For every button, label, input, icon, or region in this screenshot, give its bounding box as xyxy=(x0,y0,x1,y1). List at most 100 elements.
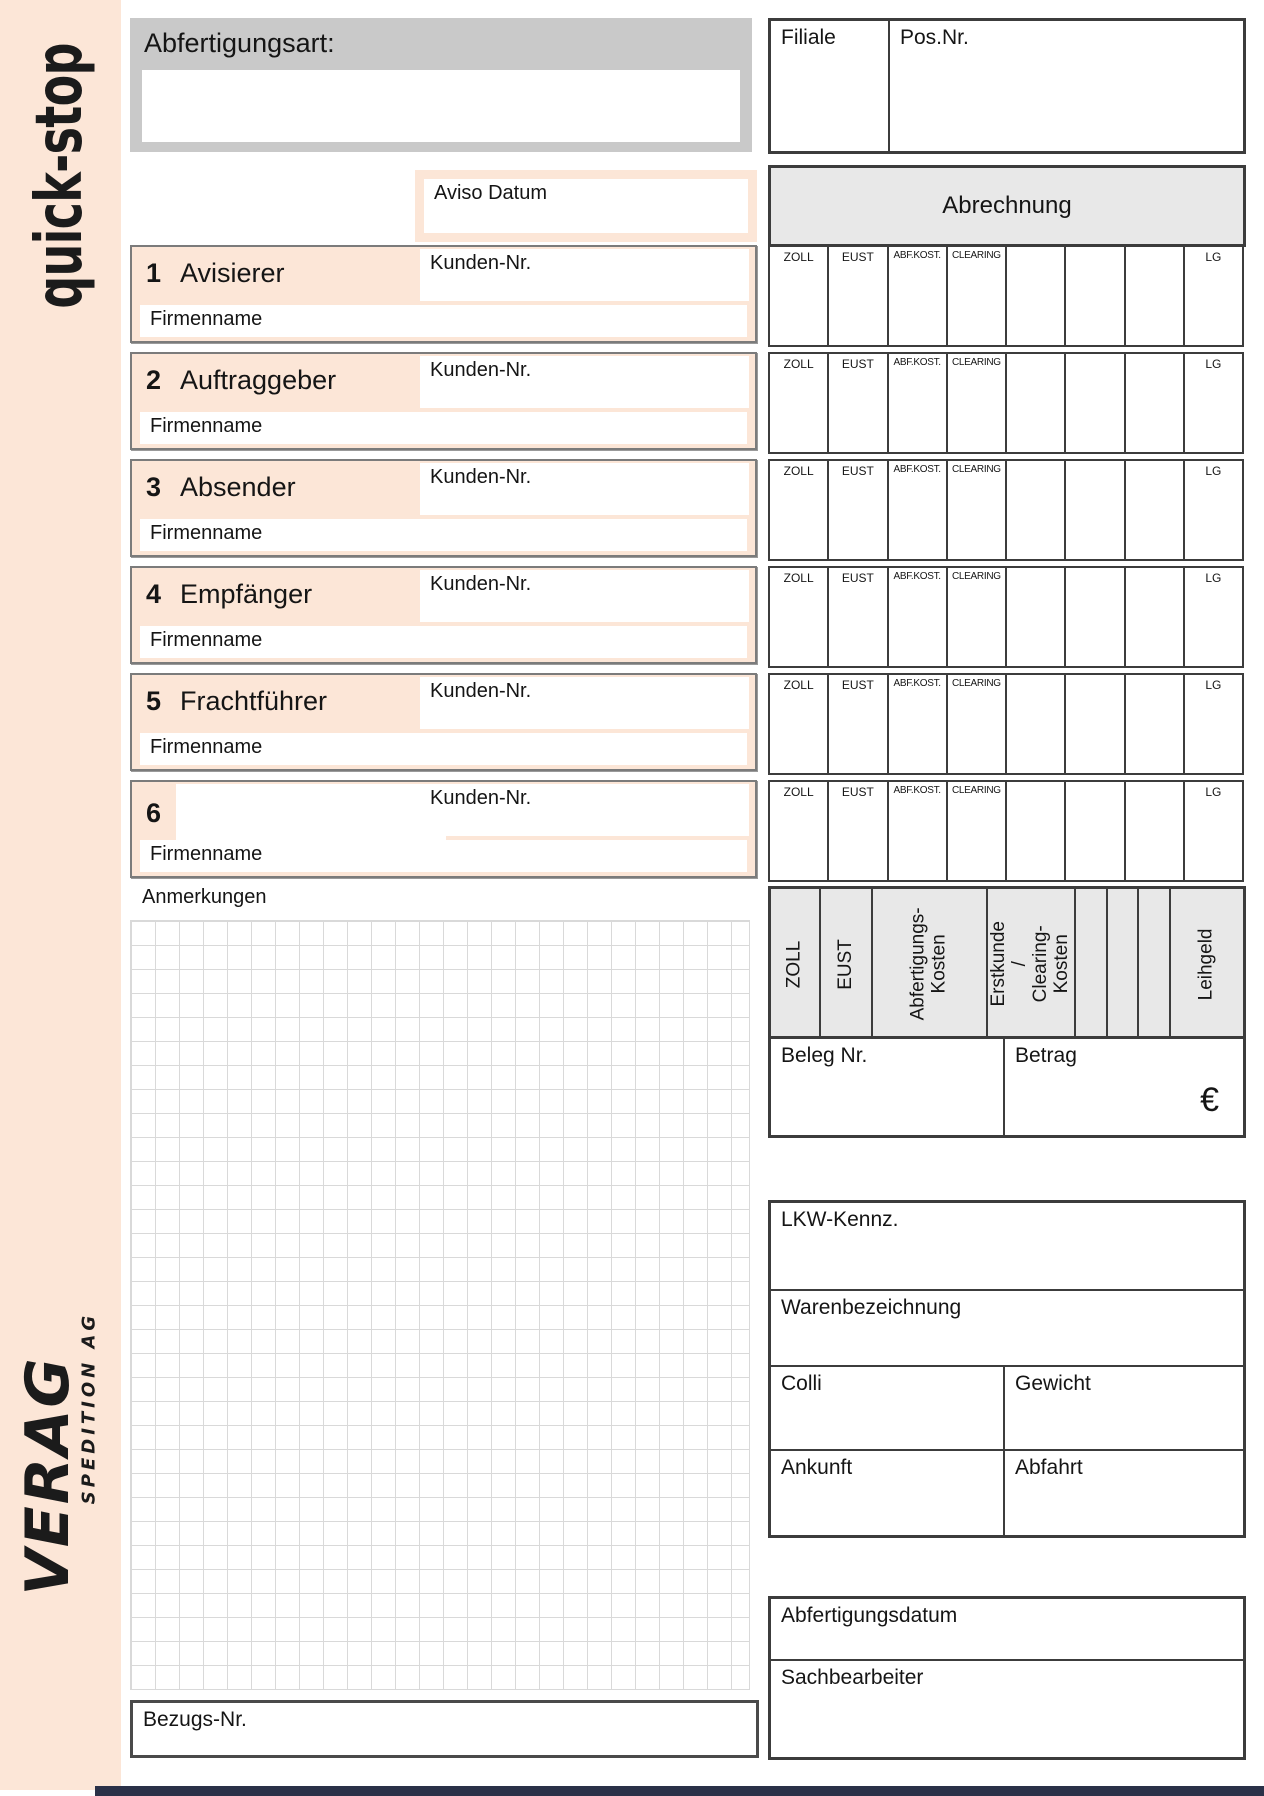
abrechnung-column-header: ABF.KOST. xyxy=(893,250,941,261)
sachbearbeiter-field[interactable]: Sachbearbeiter xyxy=(771,1661,1243,1757)
abrechnung-cell[interactable]: CLEARING xyxy=(948,247,1007,345)
aviso-datum-input[interactable]: Aviso Datum xyxy=(424,179,748,233)
abrechnung-cell[interactable]: CLEARING xyxy=(948,782,1007,880)
summary-column-cell[interactable]: Abfertigungs- Kosten xyxy=(873,889,989,1039)
abrechnung-cell[interactable]: ZOLL xyxy=(770,247,830,345)
firmenname-field[interactable]: Firmenname xyxy=(140,305,747,337)
kunden-nr-field[interactable]: Kunden-Nr. xyxy=(420,463,749,515)
abrechnung-cell[interactable]: ABF.KOST. xyxy=(889,247,948,345)
abrechnung-cell[interactable] xyxy=(1126,247,1185,345)
ankunft-field[interactable]: Ankunft xyxy=(771,1451,1005,1535)
summary-column-cell[interactable]: EUST xyxy=(820,889,874,1039)
anmerkungen-label: Anmerkungen xyxy=(142,886,267,908)
abfertigungsdatum-field[interactable]: Abfertigungsdatum xyxy=(771,1599,1243,1661)
pos-nr-label: Pos.Nr. xyxy=(900,26,969,49)
abrechnung-cell[interactable]: LG xyxy=(1185,782,1242,880)
summary-column-cell[interactable] xyxy=(1075,889,1108,1039)
abrechnung-cell[interactable]: ZOLL xyxy=(770,782,830,880)
firmenname-field[interactable]: Firmenname xyxy=(140,733,747,765)
abrechnung-cell[interactable]: EUST xyxy=(829,568,889,666)
abrechnung-cell[interactable] xyxy=(1007,568,1067,666)
anmerkungen-grid[interactable] xyxy=(130,920,750,1690)
abrechnung-cell[interactable]: LG xyxy=(1185,461,1242,559)
colli-field[interactable]: Colli xyxy=(771,1367,1005,1449)
abrechnung-cell[interactable]: CLEARING xyxy=(948,568,1007,666)
summary-column-cell[interactable]: ZOLL xyxy=(771,889,821,1039)
abrechnung-cell[interactable]: EUST xyxy=(829,461,889,559)
abrechnung-cell[interactable]: CLEARING xyxy=(948,354,1007,452)
firmenname-field[interactable]: Firmenname xyxy=(140,840,747,872)
abrechnung-cell[interactable]: EUST xyxy=(829,247,889,345)
summary-column-cell[interactable] xyxy=(1107,889,1140,1039)
abrechnung-cell[interactable]: EUST xyxy=(829,782,889,880)
abrechnung-cell[interactable] xyxy=(1126,354,1185,452)
abrechnung-cell[interactable]: CLEARING xyxy=(948,675,1007,773)
summary-column-label: Leihgeld xyxy=(1195,928,1217,1000)
abrechnung-cell[interactable] xyxy=(1126,568,1185,666)
bezugs-nr-label: Bezugs-Nr. xyxy=(143,1708,247,1731)
abrechnung-cell[interactable] xyxy=(1066,354,1126,452)
lkw-kennz-field[interactable]: LKW-Kennz. xyxy=(771,1203,1243,1291)
abrechnung-cell[interactable]: ABF.KOST. xyxy=(889,782,948,880)
bezugs-nr-field[interactable]: Bezugs-Nr. xyxy=(130,1700,759,1758)
firmenname-field[interactable]: Firmenname xyxy=(140,412,747,444)
kunden-nr-field[interactable]: Kunden-Nr. xyxy=(420,356,749,408)
abfertigungsart-input[interactable] xyxy=(142,70,740,142)
abfertigungsdatum-label: Abfertigungsdatum xyxy=(781,1604,958,1627)
abrechnung-cell[interactable] xyxy=(1007,782,1067,880)
abrechnung-cell[interactable] xyxy=(1126,461,1185,559)
abrechnung-cell[interactable] xyxy=(1126,675,1185,773)
abrechnung-cell[interactable]: EUST xyxy=(829,675,889,773)
abrechnung-cell[interactable] xyxy=(1007,354,1067,452)
abrechnung-cell[interactable] xyxy=(1126,782,1185,880)
summary-column-cell[interactable] xyxy=(1139,889,1172,1039)
abrechnung-cell[interactable]: ABF.KOST. xyxy=(889,675,948,773)
abrechnung-column-header: ZOLL xyxy=(783,678,814,692)
kunden-nr-field[interactable]: Kunden-Nr. xyxy=(420,570,749,622)
beleg-nr-field[interactable]: Beleg Nr. xyxy=(771,1039,1005,1135)
abrechnung-cell[interactable]: LG xyxy=(1185,675,1242,773)
summary-column-cell[interactable]: Leihgeld xyxy=(1171,889,1244,1039)
aviso-datum-field[interactable]: Aviso Datum xyxy=(415,170,757,242)
gewicht-field[interactable]: Gewicht xyxy=(1005,1367,1243,1449)
abrechnung-cell[interactable]: ZOLL xyxy=(770,354,830,452)
abrechnung-cell[interactable] xyxy=(1066,568,1126,666)
abfahrt-field[interactable]: Abfahrt xyxy=(1005,1451,1243,1535)
party-number: 5 xyxy=(146,686,162,716)
firmenname-field[interactable]: Firmenname xyxy=(140,626,747,658)
abrechnung-cell[interactable] xyxy=(1007,675,1067,773)
party-name-input[interactable] xyxy=(176,784,446,840)
abrechnung-column-header: CLEARING xyxy=(952,464,1001,475)
abrechnung-cell[interactable]: CLEARING xyxy=(948,461,1007,559)
abrechnung-cell[interactable]: ABF.KOST. xyxy=(889,461,948,559)
abrechnung-cell[interactable]: ABF.KOST. xyxy=(889,354,948,452)
abrechnung-cell[interactable]: LG xyxy=(1185,354,1242,452)
kunden-nr-field[interactable]: Kunden-Nr. xyxy=(420,677,749,729)
kunden-nr-field[interactable]: Kunden-Nr. xyxy=(420,784,749,836)
pos-nr-field[interactable]: Pos.Nr. xyxy=(890,21,1243,151)
abrechnung-column-header: ABF.KOST. xyxy=(893,571,941,582)
firmenname-field[interactable]: Firmenname xyxy=(140,519,747,551)
abrechnung-cell[interactable] xyxy=(1066,675,1126,773)
abrechnung-cell[interactable]: ZOLL xyxy=(770,675,830,773)
abrechnung-column-header: LG xyxy=(1205,250,1222,264)
kunden-nr-field[interactable]: Kunden-Nr. xyxy=(420,249,749,301)
abrechnung-cell[interactable] xyxy=(1066,461,1126,559)
abrechnung-cell[interactable]: LG xyxy=(1185,568,1242,666)
summary-column-cell[interactable]: Erstkunde / Clearing-Kosten xyxy=(988,889,1076,1039)
warenbezeichnung-field[interactable]: Warenbezeichnung xyxy=(771,1291,1243,1367)
abrechnung-cell[interactable]: EUST xyxy=(829,354,889,452)
abrechnung-column-header: EUST xyxy=(841,464,874,478)
betrag-field[interactable]: Betrag € xyxy=(1005,1039,1243,1135)
abrechnung-cell[interactable]: ABF.KOST. xyxy=(889,568,948,666)
abrechnung-cell[interactable] xyxy=(1066,247,1126,345)
abrechnung-cell[interactable] xyxy=(1007,461,1067,559)
filiale-field[interactable]: Filiale xyxy=(771,21,890,151)
abrechnung-cell[interactable]: ZOLL xyxy=(770,461,830,559)
abrechnung-cell[interactable]: ZOLL xyxy=(770,568,830,666)
abrechnung-cell[interactable] xyxy=(1066,782,1126,880)
abrechnung-column-header: ABF.KOST. xyxy=(893,357,941,368)
abrechnung-cell[interactable]: LG xyxy=(1185,247,1242,345)
abrechnung-cell[interactable] xyxy=(1007,247,1067,345)
kunden-nr-label: Kunden-Nr. xyxy=(430,573,532,595)
